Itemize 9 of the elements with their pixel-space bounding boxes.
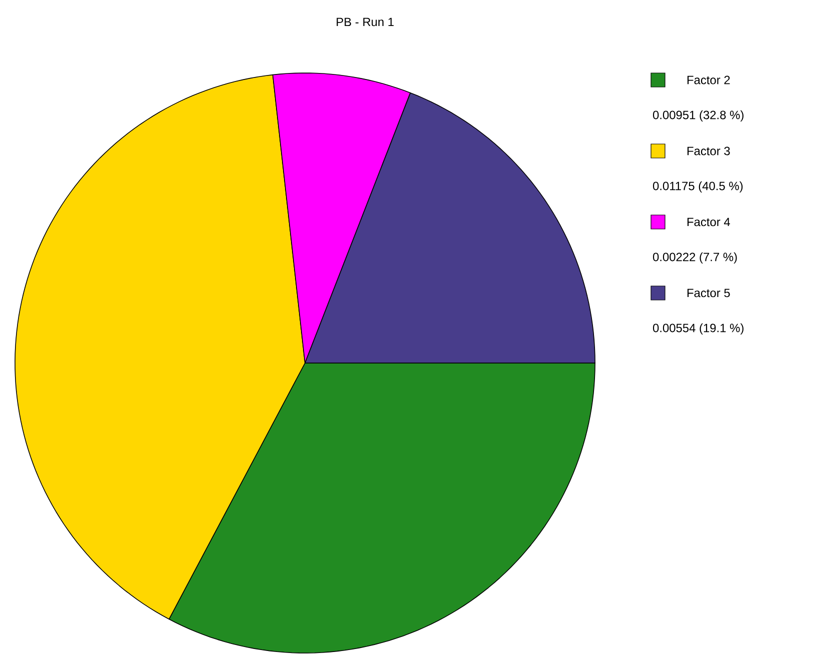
text: 0.00951 (32.8 %) [652,110,744,122]
text: 0.00222 (7.7 %) [652,252,737,264]
legend-label: Factor 5 [688,288,730,298]
legend-label: Factor 3 [688,146,730,156]
legend-label: Factor 2 [688,76,730,84]
chart-title: PB - Run 1 [336,18,394,26]
text: 0.01175 (40.5 %) [652,181,743,193]
text: 0.00554 (19.1 %) [652,323,744,335]
legend-label: Factor 4 [688,218,730,226]
